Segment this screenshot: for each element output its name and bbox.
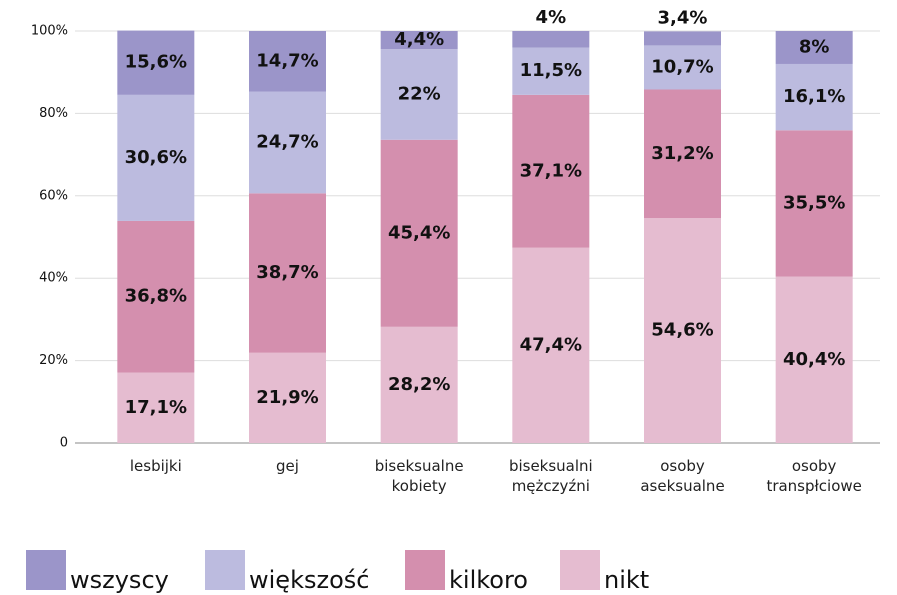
y-tick-label: 60% — [39, 188, 68, 203]
y-tick-label: 40% — [39, 271, 68, 286]
legend-swatch — [26, 550, 66, 590]
data-label: 15,6% — [125, 52, 187, 73]
data-label: 54,6% — [651, 320, 713, 341]
data-label: 16,1% — [783, 86, 845, 107]
y-tick-label: 0 — [60, 436, 68, 451]
data-label: 4% — [536, 7, 567, 28]
bar-segment — [512, 47, 590, 95]
bar-segment — [775, 63, 853, 131]
bar-segment — [644, 218, 721, 443]
bar-segment — [512, 94, 590, 248]
bar-segment — [775, 276, 853, 443]
legend-label: nikt — [604, 566, 650, 594]
bar-segment — [512, 247, 590, 443]
data-label: 28,2% — [388, 374, 450, 395]
data-label: 45,4% — [388, 222, 450, 243]
data-label: 17,1% — [125, 397, 187, 418]
y-tick-label: 100% — [31, 24, 68, 39]
data-label: 14,7% — [256, 50, 318, 71]
bar-segment — [380, 31, 458, 50]
bar-segment — [644, 89, 721, 219]
data-label: 35,5% — [783, 192, 845, 213]
bar-segment — [249, 31, 326, 92]
data-label: 24,7% — [256, 131, 318, 152]
data-label: 4,4% — [394, 29, 444, 50]
bar-segment — [380, 326, 458, 443]
x-tick-label: gej — [276, 457, 299, 475]
x-tick-label: osoby aseksualne — [640, 457, 725, 495]
bar-segment — [644, 31, 721, 46]
legend-label: wszyscy — [70, 566, 169, 594]
legend-swatch — [205, 550, 245, 590]
x-tick-label: biseksualne kobiety — [374, 457, 464, 495]
legend-swatch — [405, 550, 445, 590]
data-label: 3,4% — [658, 7, 708, 28]
data-label: 38,7% — [256, 262, 318, 283]
data-label: 36,8% — [125, 286, 187, 307]
bar-segment — [249, 91, 326, 194]
legend-label: kilkoro — [449, 566, 528, 594]
bar-segment — [512, 31, 590, 48]
legend-swatch — [560, 550, 600, 590]
data-label: 11,5% — [520, 60, 582, 81]
x-tick-label: biseksualni mężczyźni — [508, 457, 593, 495]
bar-segment — [117, 30, 195, 95]
y-tick-label: 80% — [39, 106, 68, 121]
data-label: 22% — [398, 83, 441, 104]
x-tick-label: lesbijki — [129, 457, 182, 475]
bar-segment — [644, 45, 721, 90]
bar-segment — [249, 352, 326, 443]
bar-segment — [380, 139, 458, 327]
data-label: 37,1% — [520, 160, 582, 181]
bar-segment — [775, 130, 853, 277]
data-label: 31,2% — [651, 143, 713, 164]
data-label: 30,6% — [125, 147, 187, 168]
y-tick-label: 20% — [39, 353, 68, 368]
bar-segment — [249, 193, 326, 353]
x-tick-label: osoby transpłciowe — [766, 457, 862, 495]
data-label: 10,7% — [651, 56, 713, 77]
bar-segment — [117, 220, 195, 373]
legend-label: większość — [249, 566, 370, 594]
bar-segment — [117, 372, 195, 443]
bar-segment — [117, 94, 195, 221]
bar-segment — [775, 31, 853, 64]
bar-segment — [380, 49, 458, 140]
data-label: 40,4% — [783, 349, 845, 370]
data-label: 47,4% — [520, 334, 582, 355]
data-label: 21,9% — [256, 387, 318, 408]
data-label: 8% — [799, 36, 830, 57]
